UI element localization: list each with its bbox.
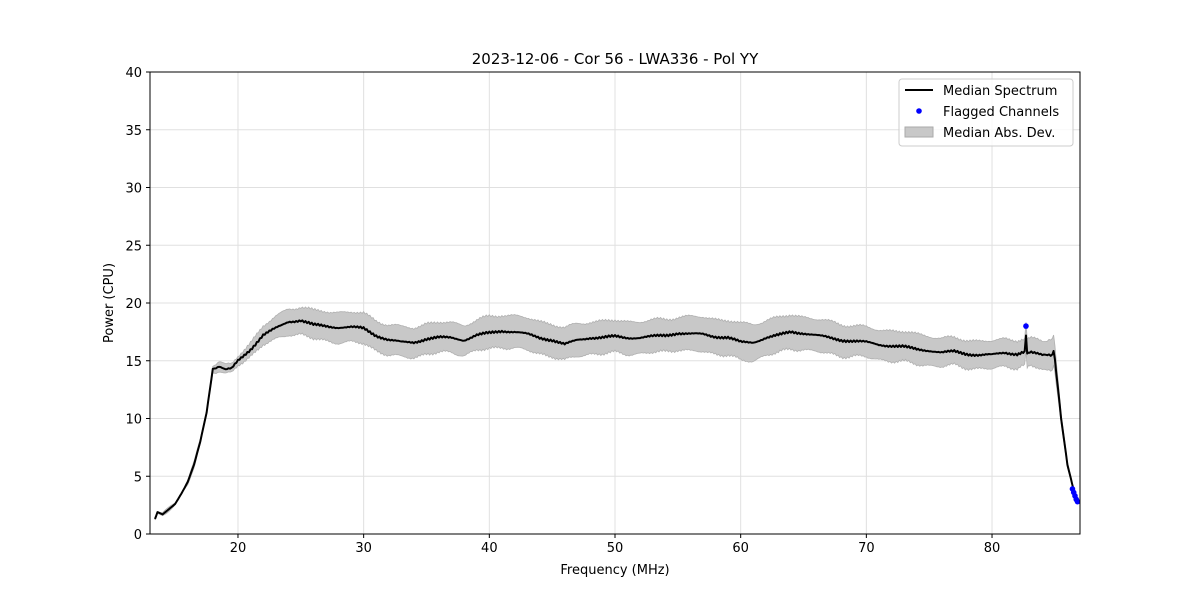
y-tick-label: 20 [125, 297, 142, 312]
y-tick-label: 0 [134, 528, 142, 543]
x-tick-label: 30 [355, 541, 372, 556]
y-tick-label: 5 [134, 470, 142, 485]
y-tick-label: 15 [125, 355, 142, 370]
legend-median-label: Median Spectrum [943, 84, 1057, 99]
chart-title: 2023-12-06 - Cor 56 - LWA336 - Pol YY [472, 50, 759, 68]
flagged-channel-point [1074, 498, 1081, 505]
y-tick-label: 40 [125, 66, 142, 81]
x-tick-label: 40 [481, 541, 498, 556]
flagged-channel-point [1023, 323, 1029, 329]
y-tick-label: 30 [125, 182, 142, 197]
median-spectrum-line [154, 319, 1079, 520]
x-tick-label: 50 [607, 541, 624, 556]
grid [150, 71, 1080, 535]
x-tick-label: 80 [984, 541, 1001, 556]
x-tick-label: 70 [858, 541, 875, 556]
y-tick-label: 25 [125, 239, 142, 254]
legend-mad-swatch [904, 126, 934, 138]
y-axis-label: Power (CPU) [102, 263, 117, 343]
legend-flagged-label: Flagged Channels [943, 105, 1059, 120]
axis-ticks: 20 30 40 50 60 70 80 0 5 10 15 20 25 30 35 40 [125, 66, 1000, 556]
mad-band-area [154, 306, 1078, 521]
x-axis-label: Frequency (MHz) [560, 563, 669, 578]
legend: Median Spectrum Flagged Channels Median … [898, 78, 1074, 147]
x-tick-label: 60 [732, 541, 749, 556]
y-tick-label: 35 [125, 124, 142, 139]
median-line [154, 319, 1079, 520]
legend-flagged-swatch [916, 108, 922, 114]
y-tick-label: 10 [125, 413, 142, 428]
legend-mad-label: Median Abs. Dev. [943, 126, 1055, 141]
mad-band [154, 306, 1078, 521]
x-tick-label: 20 [230, 541, 247, 556]
flagged-points [1023, 323, 1081, 505]
legend-box [898, 78, 1074, 147]
